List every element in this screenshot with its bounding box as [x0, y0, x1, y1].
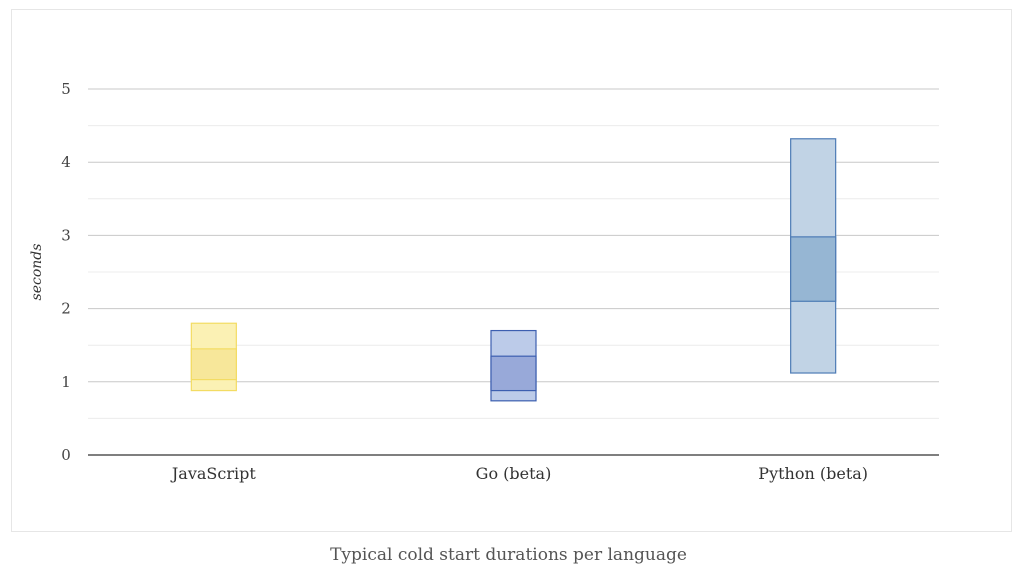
range-bar-inner [490, 355, 537, 392]
y-axis-title: seconds [29, 244, 45, 301]
y-tick-label: 2 [61, 300, 71, 318]
y-tick-label: 1 [61, 373, 71, 391]
bars-layer [190, 138, 837, 402]
y-tick-label: 4 [61, 153, 71, 171]
chart-caption: Typical cold start durations per languag… [330, 545, 687, 565]
x-category-label: Go (beta) [476, 464, 552, 483]
labels-layer: 0 1 2 3 4 5 JavaScript Go (beta) Python (beta) [61, 80, 868, 483]
range-bar-inner [190, 348, 237, 381]
y-tick-label: 3 [61, 226, 71, 244]
chart-svg: 0 1 2 3 4 5 JavaScript Go (beta) Python (beta) s… [29, 80, 939, 483]
y-tick-label: 5 [61, 80, 71, 98]
chart-frame [11, 9, 1012, 532]
x-category-label: JavaScript [170, 464, 256, 483]
x-category-label: Python (beta) [758, 464, 868, 483]
y-tick-label: 0 [61, 446, 71, 464]
range-bar-inner [790, 236, 837, 302]
